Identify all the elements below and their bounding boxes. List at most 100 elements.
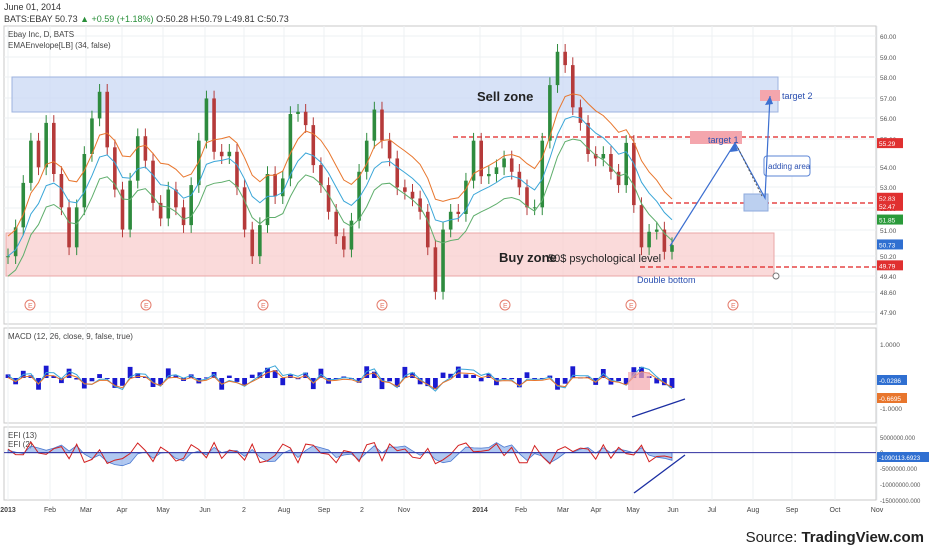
price-candle	[349, 220, 354, 250]
macd-bar	[43, 365, 49, 378]
macd-series	[5, 365, 675, 392]
projection-arrow-1	[730, 143, 738, 152]
chart-date: June 01, 2014	[4, 2, 62, 12]
envelope-lower	[7, 138, 673, 277]
x-tick-label: Jun	[199, 507, 210, 514]
y-tick-label: 57.00	[880, 96, 897, 103]
macd-axis-badge	[877, 375, 907, 385]
price-candle	[563, 51, 567, 66]
buy-zone-label: Buy zone	[499, 250, 557, 265]
macd-bar	[478, 378, 484, 382]
price-candle	[464, 180, 468, 214]
price-candle	[258, 225, 262, 257]
macd-y-tick: 1.0000	[880, 342, 900, 349]
efi-y-tick: 5000000.000	[880, 436, 916, 442]
price-candle	[303, 111, 308, 126]
y-tick-label: 60.00	[880, 34, 897, 41]
price-candle	[380, 109, 384, 141]
price-candle	[135, 136, 140, 181]
macd-bar	[379, 378, 385, 390]
price-axis-badge	[877, 138, 903, 149]
y-tick-label: 58.00	[880, 75, 897, 82]
symbol: BATS:EBAY	[4, 14, 53, 24]
price-candle	[120, 189, 125, 230]
low-value: L:49.81	[224, 14, 255, 24]
macd-bar	[509, 378, 515, 380]
price-candle	[540, 140, 545, 208]
macd-bar	[59, 378, 64, 384]
efi-y-tick: -10000000.000	[880, 483, 921, 489]
efi-pane	[3, 426, 877, 501]
macd-bar	[318, 368, 324, 378]
macd-divergence-line	[631, 398, 686, 418]
adding-area-pointer	[737, 147, 763, 197]
macd-bar	[471, 375, 476, 378]
price-axis-badge	[877, 200, 903, 211]
price-axis-badge-label: 55.29	[879, 141, 896, 148]
macd-bar	[5, 374, 11, 378]
macd-bar	[440, 372, 446, 378]
price-axis-badge	[877, 192, 903, 203]
price-candle	[509, 158, 514, 172]
macd-bar	[142, 376, 148, 378]
macd-bar	[112, 378, 118, 388]
x-tick-label: 2014	[472, 507, 488, 514]
x-tick-label: Nov	[871, 507, 884, 514]
x-tick-label: Sep	[318, 507, 331, 514]
price-candle	[357, 171, 361, 221]
macd-bar	[501, 378, 507, 379]
earnings-marker-label: E	[629, 303, 634, 310]
macd-bar	[371, 371, 377, 378]
price-candle	[593, 154, 598, 159]
price-candle	[342, 236, 346, 250]
efi-axis-badge	[877, 452, 929, 462]
macd-bar	[272, 370, 278, 378]
y-tick-label: 51.00	[880, 228, 897, 235]
macd-bar	[234, 378, 240, 382]
price-candle	[158, 202, 163, 219]
efi-y-tick: -5000000.000	[880, 467, 918, 473]
efi-divergence-line	[633, 454, 686, 494]
price-candle	[250, 229, 255, 257]
price-candle	[662, 229, 667, 252]
price-candle	[105, 91, 110, 148]
macd-bar	[51, 375, 57, 378]
macd-bar	[104, 378, 110, 379]
price-candle	[654, 229, 659, 232]
source-name: TradingView.com	[801, 529, 924, 546]
x-tick-label: May	[156, 507, 170, 514]
price-candle	[479, 140, 483, 177]
earnings-marker-label: E	[503, 303, 508, 310]
earnings-marker	[140, 299, 152, 311]
axes: 2013 Feb Mar Apr May Jun 2 Aug Sep 2 Nov 2014 Feb Mar…	[0, 34, 929, 514]
projection-path	[669, 95, 771, 247]
source-credit: Source: TradingView.com	[746, 529, 924, 546]
price-candle	[639, 205, 644, 248]
price-candle	[74, 207, 79, 248]
macd-bar	[425, 378, 431, 387]
price-axis-badge	[877, 260, 903, 271]
price-candle	[418, 198, 422, 212]
macd-bar	[387, 378, 393, 382]
price-axis-badge-label: 49.79	[879, 263, 896, 270]
price-candle	[494, 167, 499, 174]
macd-bar	[242, 378, 247, 385]
macd-bar	[226, 375, 232, 378]
macd-bar	[433, 378, 438, 390]
price-candle	[387, 140, 392, 159]
macd-pane-title: MACD (12, 26, close, 9, false, true)	[8, 332, 133, 341]
price-candle	[166, 189, 171, 219]
price-candle	[280, 178, 285, 197]
x-tick-label: May	[626, 507, 640, 514]
price-candle	[6, 256, 10, 258]
sell-zone-label: Sell zone	[477, 89, 533, 104]
x-tick-label: Feb	[515, 507, 527, 514]
close-value: C:50.73	[257, 14, 289, 24]
price-candle	[296, 111, 300, 114]
y-tick-label: 53.00	[880, 185, 897, 192]
y-tick-label: 48.60	[880, 290, 897, 297]
macd-bar	[135, 373, 141, 378]
price-candle	[273, 174, 277, 197]
earnings-marker-label: E	[144, 303, 149, 310]
price-candle	[90, 118, 94, 154]
